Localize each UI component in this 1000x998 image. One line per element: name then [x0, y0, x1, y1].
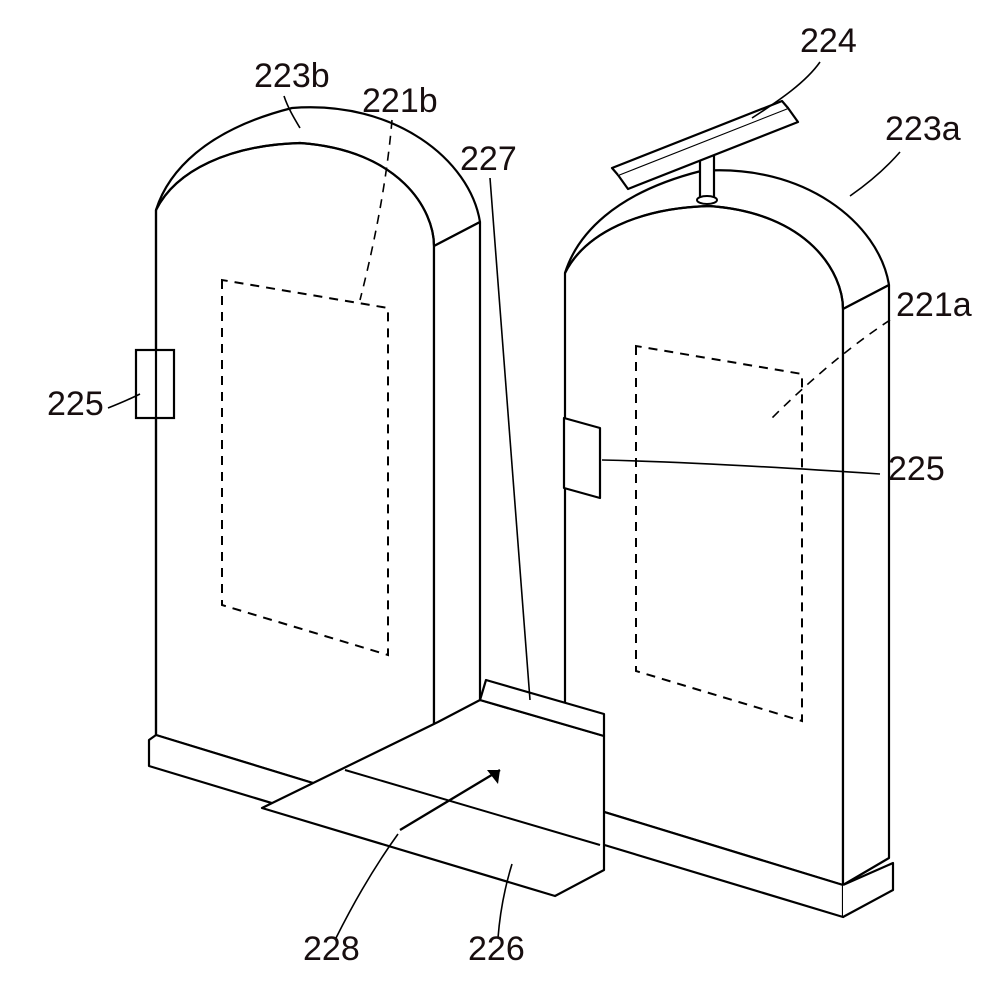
label-221b: 221b [362, 82, 438, 120]
label-225L: 225 [47, 385, 104, 423]
pillar-right [558, 170, 893, 917]
label-224: 224 [800, 22, 857, 60]
label-223a: 223a [885, 110, 961, 148]
label-225R: 225 [888, 450, 945, 488]
label-227: 227 [460, 140, 517, 178]
label-226: 226 [468, 930, 525, 968]
patent-figure: 224 223a 223b 221a 221b 225 225 227 226 … [0, 0, 1000, 998]
label-223b: 223b [254, 57, 330, 95]
display-arm [612, 101, 798, 204]
label-221a: 221a [896, 286, 972, 324]
label-228: 228 [303, 930, 360, 968]
